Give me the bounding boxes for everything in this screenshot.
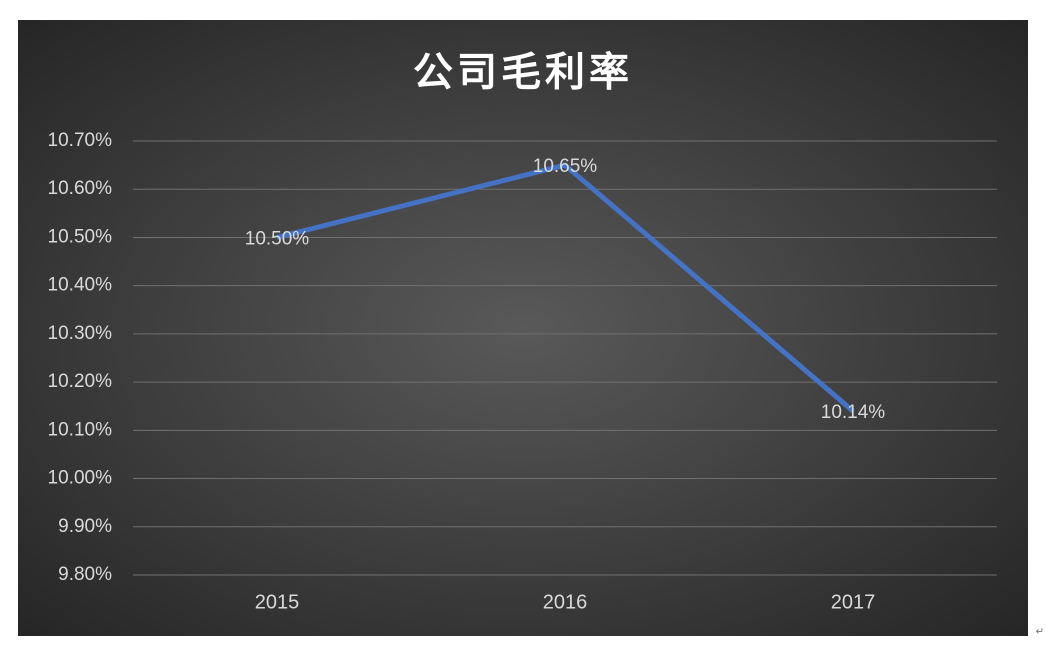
y-tick-label: 10.10%	[48, 419, 113, 440]
line	[276, 162, 855, 413]
data-label: 10.65%	[533, 156, 598, 177]
y-tick-label: 9.80%	[58, 564, 112, 585]
x-tick-label: 2016	[543, 591, 588, 613]
paragraph-mark: ↵	[1036, 627, 1044, 638]
chart-background	[18, 20, 1028, 636]
data-label: 10.14%	[821, 402, 886, 423]
x-tick-label: 2017	[831, 591, 876, 613]
y-tick-label: 10.30%	[48, 323, 113, 344]
y-tick-label: 9.90%	[58, 516, 112, 537]
x-tick-label: 2015	[255, 591, 300, 613]
chart-title: 公司毛利率	[413, 51, 633, 95]
y-tick-label: 10.70%	[48, 130, 113, 151]
y-tick-label: 10.60%	[48, 178, 113, 199]
y-tick-label: 10.20%	[48, 371, 113, 392]
y-tick-label: 10.50%	[48, 226, 113, 247]
y-tick-label: 10.40%	[48, 275, 113, 296]
data-label: 10.50%	[245, 228, 310, 249]
y-tick-label: 10.00%	[48, 468, 113, 489]
